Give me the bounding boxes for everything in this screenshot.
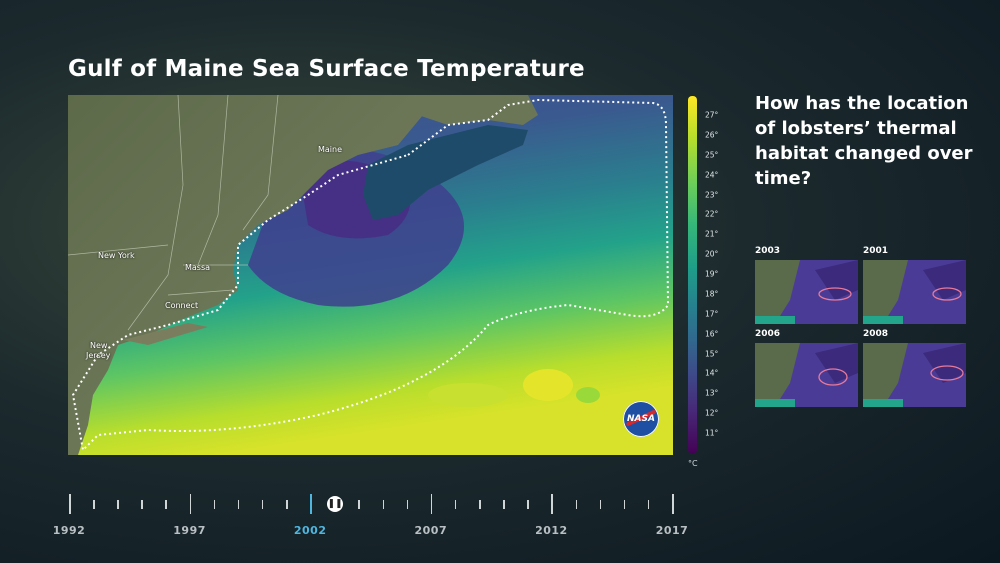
place-label-massachusetts: Massa [185,263,211,272]
place-label-maine: Maine [318,145,343,154]
timeline-tick [503,500,505,509]
thumbnail-year: 2008 [863,329,889,339]
timeline-tick [141,500,143,509]
thumbnail-2008[interactable]: 2008 [863,329,966,407]
thumbnail-year: 2003 [755,246,781,256]
pause-icon[interactable]: ❚❚ [327,496,343,512]
thumbnail-image [755,343,858,407]
timeline-year-label[interactable]: 2007 [414,524,448,537]
timeline-year-label[interactable]: 2012 [535,524,568,537]
timeline-tick [237,500,240,509]
thumbnail-image [863,260,966,324]
timeline-tick [286,500,288,509]
colorbar-tick-label: 13° [705,388,719,398]
timeline-tick [672,494,674,514]
colorbar-tick-label: 17° [705,309,719,319]
timeline-tick [310,494,312,514]
timeline-tick [165,500,167,509]
colorbar-tick-label: 19° [705,269,719,279]
timeline-tick [358,500,360,509]
nasa-logo: NASA [623,401,659,437]
colorbar-unit: °C [688,459,698,468]
thumbnail-2003[interactable]: 2003 [755,246,858,324]
timeline-tick [623,500,626,509]
place-label-connecticut: Connect [165,301,199,310]
question-text: How has the location of lobsters’ therma… [755,93,973,189]
temperature-colorbar [688,96,697,454]
timeline-tick [117,500,119,509]
timeline-tick [454,500,457,509]
thumbnail-image [863,343,966,407]
colorbar-tick-label: 26° [705,130,719,140]
page-title: Gulf of Maine Sea Surface Temperature [68,56,585,82]
thumbnail-year: 2001 [863,246,889,256]
colorbar-tick-label: 11° [705,428,719,438]
timeline-year-label[interactable]: 2017 [655,524,689,537]
colorbar-tick-label: 27° [705,110,719,120]
colorbar-tick-label: 15° [705,349,719,358]
colorbar-tick-label: 23° [705,190,719,199]
timeline-tick [575,500,578,509]
timeline-tick [69,494,71,514]
timeline-tick [527,500,529,509]
timeline-tick [261,500,264,509]
colorbar-tick-label: 25° [705,150,719,160]
timeline-tick [599,500,602,509]
thumbnail-image [755,260,858,324]
colorbar-tick-label: 21° [705,229,719,239]
timeline-tick [382,500,385,509]
colorbar-tick-label: 16° [705,329,719,339]
place-label-new-jersey-1: New [90,341,108,350]
timeline-tick [430,494,433,514]
thumbnail-2001[interactable]: 2001 [863,246,966,324]
colorbar-tick-label: 22° [705,209,719,219]
place-label-new-jersey-2: Jersey [86,351,111,360]
timeline-year-label[interactable]: 2002 [293,524,327,537]
timeline-tick [189,494,192,514]
timeline-year-label[interactable]: 1992 [52,524,86,537]
thumbnail-year: 2006 [755,329,781,339]
sea-temperature-map: Maine New York Massa Connect New Jersey … [68,95,673,455]
colorbar-tick-label: 24° [705,170,719,180]
colorbar-tick-label: 14° [705,368,719,378]
thumbnail-2006[interactable]: 2006 [755,329,858,407]
colorbar-tick-label: 18° [705,289,719,299]
colorbar-tick-label: 12° [705,408,719,418]
timeline-tick [647,500,650,509]
timeline-tick [406,500,409,509]
place-label-new-york: New York [98,251,135,260]
timeline-tick [93,500,95,509]
timeline-tick [551,494,553,514]
timeline-tick [213,500,216,509]
timeline-year-label[interactable]: 1997 [173,524,206,537]
colorbar-tick-label: 20° [705,249,719,259]
timeline-tick [479,500,481,509]
